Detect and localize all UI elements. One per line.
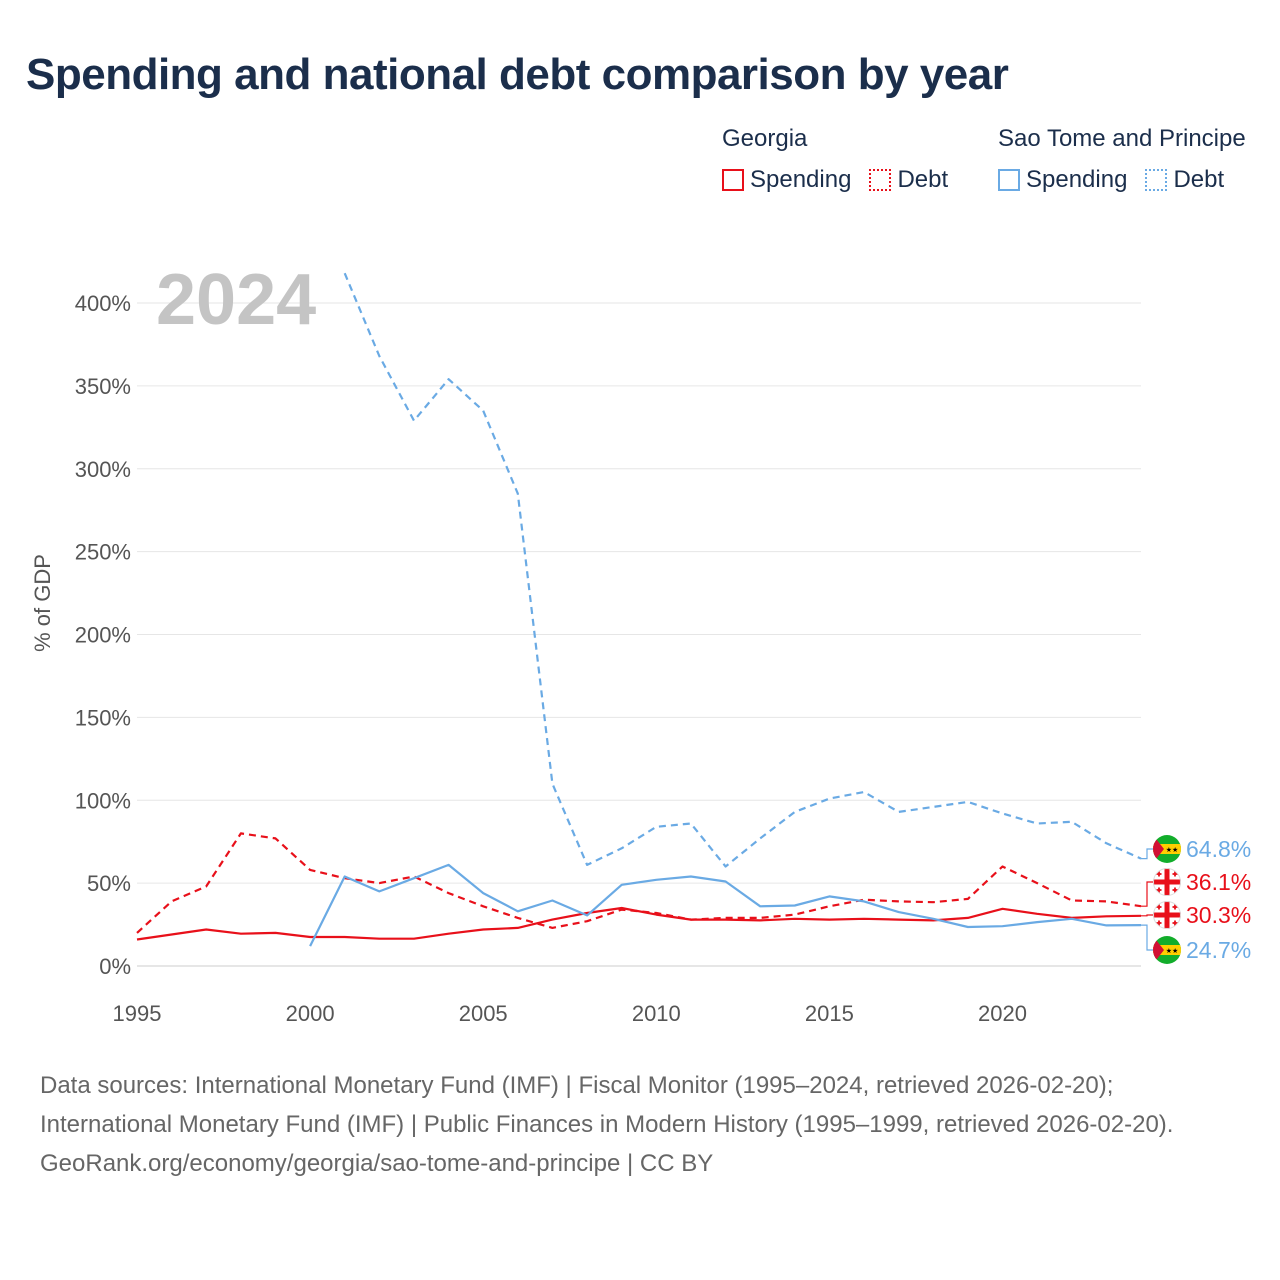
data-sources: Data sources: International Monetary Fun… [40,1072,1174,1138]
y-tick-label: 200% [75,623,131,648]
y-tick-label: 150% [75,705,131,730]
series-line-georgia-spending[interactable] [136,906,1142,941]
x-tick-label: 2020 [978,1001,1027,1026]
sao-tome-flag-icon: ★★ [1153,936,1181,964]
legend-group-georgia: Georgia Spending Debt [722,124,966,194]
legend-label-spending[interactable]: Spending [1026,166,1128,193]
x-tick-label: 2015 [805,1001,854,1026]
y-tick-label: 250% [75,540,131,565]
georgia-flag-icon [1153,868,1181,896]
legend-label-debt[interactable]: Debt [897,166,949,193]
end-label-connector [1141,848,1153,860]
legend-group-title: Sao Tome and Principe [998,125,1246,152]
y-tick-label: 50% [87,871,131,896]
y-tick-label: 100% [75,788,131,813]
end-label-connector [1141,914,1153,917]
legend-group-title: Georgia [722,125,808,152]
line-chart: 0% 50% 100% 150% 200% 250% 300% 350% 400% 1995 20… [30,260,1251,1026]
y-tick-label: 400% [75,291,131,316]
x-tick-label: 2005 [459,1001,508,1026]
chart-title: Spending and national debt comparison by… [26,50,1009,99]
y-tick-label: 0% [99,954,131,979]
attribution-link[interactable]: GeoRank.org/economy/georgia/sao-tome-and… [40,1150,714,1177]
x-tick-label: 1995 [113,1001,162,1026]
legend-group-sao-tome: Sao Tome and Principe Spending Debt [998,124,1246,194]
year-label: 2024 [156,260,316,340]
end-label-value: 36.1% [1186,869,1251,895]
svg-text:★★: ★★ [1166,846,1179,854]
footer: Data sources: International Monetary Fun… [40,1066,1240,1183]
end-label-connector [1141,881,1153,907]
series-line-sao-tome-and-principe-spending[interactable] [309,863,1142,947]
end-label-connector [1141,924,1153,951]
end-label-value: 24.7% [1186,937,1251,963]
y-axis-label: % of GDP [30,554,55,652]
legend-label-debt[interactable]: Debt [1173,166,1225,193]
y-tick-label: 350% [75,374,131,399]
end-label-value: 30.3% [1186,902,1251,928]
legend-swatch-spending[interactable] [998,169,1020,191]
legend-swatch-spending[interactable] [722,169,744,191]
x-axis-ticks: 1995 2000 2005 2010 2015 2020 [113,1001,1027,1026]
end-labels: ★★ 64.8% 36.1% 30.3% ★★ 24.7% [1141,835,1251,964]
series-line-georgia-debt[interactable] [136,832,1142,934]
end-label-value: 64.8% [1186,836,1251,862]
sao-tome-flag-icon: ★★ [1153,835,1181,863]
x-tick-label: 2010 [632,1001,681,1026]
y-tick-label: 300% [75,457,131,482]
legend-swatch-debt[interactable] [1145,169,1168,191]
x-tick-label: 2000 [286,1001,335,1026]
legend-label-spending[interactable]: Spending [750,166,852,193]
y-axis-ticks: 0% 50% 100% 150% 200% 250% 300% 350% 400% [75,291,131,979]
series-lines [136,272,1142,947]
svg-text:★★: ★★ [1166,947,1179,955]
series-line-sao-tome-and-principe-debt[interactable] [343,272,1142,868]
gridlines [137,302,1141,967]
georgia-flag-icon [1153,901,1181,929]
legend-swatch-debt[interactable] [869,169,892,191]
